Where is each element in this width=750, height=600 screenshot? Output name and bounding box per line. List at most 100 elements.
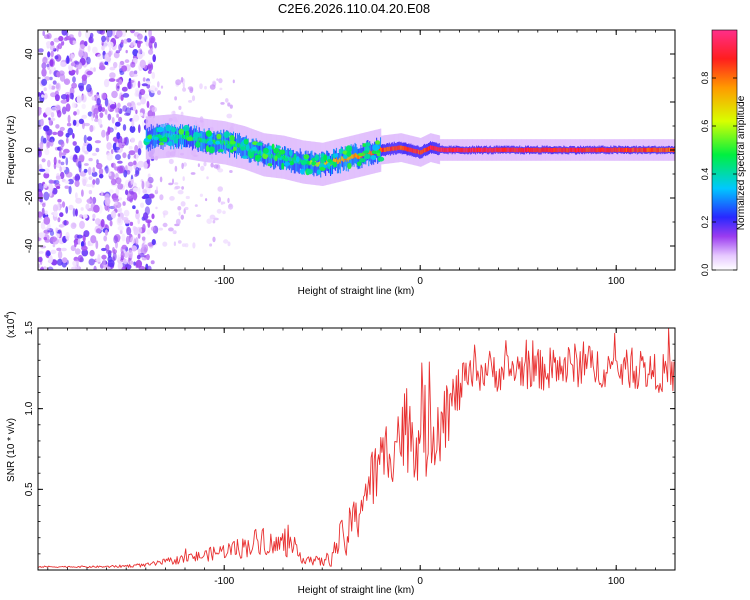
spectrogram-cell xyxy=(134,144,139,153)
spectrogram-cell xyxy=(44,210,48,216)
spectrogram-cell xyxy=(416,149,418,154)
spectrogram-cell xyxy=(608,148,610,153)
spectrogram-cell xyxy=(115,82,120,92)
spectrogram-cell xyxy=(155,206,158,210)
spectrogram-cell xyxy=(647,147,649,153)
spectrogram-cell xyxy=(137,80,141,89)
spectrogram-cell xyxy=(183,124,190,132)
spectrogram-cell xyxy=(147,70,152,74)
spectrogram-cell xyxy=(49,188,52,197)
spectrogram-cell xyxy=(549,147,551,152)
spectrogram-cell xyxy=(54,183,61,188)
spectrogram-cell xyxy=(91,171,98,177)
spectrogram-cell xyxy=(43,216,51,225)
spectrogram-cell xyxy=(434,146,437,151)
spectrogram-cell xyxy=(272,153,274,158)
spectrogram-cell xyxy=(72,133,75,139)
spectrogram-cell xyxy=(664,148,666,153)
spectrogram-cell xyxy=(71,40,77,45)
spectrogram-cell xyxy=(101,254,107,260)
spectrogram-cell xyxy=(362,150,369,154)
spectrogram-cell xyxy=(136,226,142,235)
spectrogram-cell xyxy=(212,220,216,224)
spectrogram-cell xyxy=(91,152,97,156)
spectrogram-cell xyxy=(493,147,495,152)
spectrogram-cell xyxy=(259,150,261,155)
spectrogram-cell xyxy=(144,206,150,216)
spectrogram-cell xyxy=(53,211,58,217)
spectrogram-cell xyxy=(477,147,479,153)
spectrogram-cell xyxy=(42,30,45,36)
spectrogram-cell xyxy=(531,147,534,153)
spectrogram-cell xyxy=(225,98,229,103)
spectrogram-cell xyxy=(147,134,152,140)
spectrogram-cell xyxy=(228,203,233,208)
spectrogram-cell xyxy=(74,208,78,217)
spectrogram-cell xyxy=(256,149,258,154)
spectrogram-cell xyxy=(194,204,198,207)
colorbar-gradient xyxy=(711,29,738,271)
spectrogram-cell xyxy=(600,147,602,152)
spectrogram-cell xyxy=(205,198,208,202)
spectrogram-cell xyxy=(584,147,587,153)
spectrogram-cell xyxy=(342,157,345,163)
spectrogram-cell xyxy=(115,146,121,151)
spectrogram-cell xyxy=(640,147,642,153)
spectrogram-cell xyxy=(60,247,67,252)
spectrogram-cell xyxy=(38,147,41,156)
spectrogram-cell xyxy=(182,82,185,89)
spectrogram-cell xyxy=(146,253,150,261)
spectrogram-cell xyxy=(192,136,195,141)
spectrogram-cell xyxy=(140,144,144,149)
spectrogram-cell xyxy=(556,147,558,153)
spectrogram-cells xyxy=(38,30,675,270)
spectrogram-cell xyxy=(112,247,115,254)
spectrogram-cell xyxy=(271,154,273,159)
spectrogram-cell xyxy=(283,162,291,166)
spectrogram-cell xyxy=(494,148,496,153)
spectrogram-cell xyxy=(163,133,165,138)
spectrogram-cell xyxy=(75,197,82,204)
spectrogram-cell xyxy=(583,148,586,153)
spectrogram-cell xyxy=(184,134,186,140)
spectrogram-cell xyxy=(187,86,194,91)
spectrogram-cell xyxy=(81,145,86,153)
spectrogram-cell xyxy=(626,148,628,153)
spectrogram-cell xyxy=(100,191,104,197)
spectrogram-cell xyxy=(147,110,153,118)
spectrogram-cell xyxy=(49,58,55,68)
spectrogram-cell xyxy=(180,133,182,138)
spectrogram-cell xyxy=(58,224,65,228)
spectrogram-cell xyxy=(178,128,184,135)
spectrogram-cell xyxy=(72,260,78,267)
spectrogram-cell xyxy=(117,216,122,224)
spectrogram-cell xyxy=(487,148,490,153)
spectrogram-cell xyxy=(57,130,64,137)
spectrogram-cell xyxy=(236,142,239,147)
spectrogram-cell xyxy=(174,182,179,185)
spectrogram-cell xyxy=(611,148,613,153)
snr-ticks: -100 0 100 0.5 1.0 1.5 xyxy=(24,321,676,587)
spectrogram-cell xyxy=(439,147,442,152)
spectrogram-cell xyxy=(431,145,433,150)
spectrogram-cell xyxy=(254,154,262,159)
spectrogram-cell xyxy=(247,150,252,157)
spectrogram-cell xyxy=(48,83,52,90)
spectrogram-cell xyxy=(370,155,377,161)
spectrogram-cell xyxy=(178,105,182,110)
spectrogram-cell xyxy=(349,155,351,160)
spectrogram-cell xyxy=(113,235,118,244)
spectrogram-cell xyxy=(619,147,621,152)
spectrogram-cell xyxy=(139,59,146,69)
spectrogram-cell xyxy=(581,148,584,153)
spectrogram-cell xyxy=(108,172,112,177)
spectrogram-cell xyxy=(227,102,231,107)
spectrogram-cell xyxy=(539,148,542,153)
spectrogram-cell xyxy=(335,157,338,162)
spectrogram-cell xyxy=(463,148,465,153)
spectrogram-cell xyxy=(461,147,463,153)
spectrogram-cell xyxy=(274,155,278,162)
spectrogram-cell xyxy=(42,202,46,208)
spectrogram-cell xyxy=(166,133,168,138)
spectrogram-cell xyxy=(38,263,41,269)
